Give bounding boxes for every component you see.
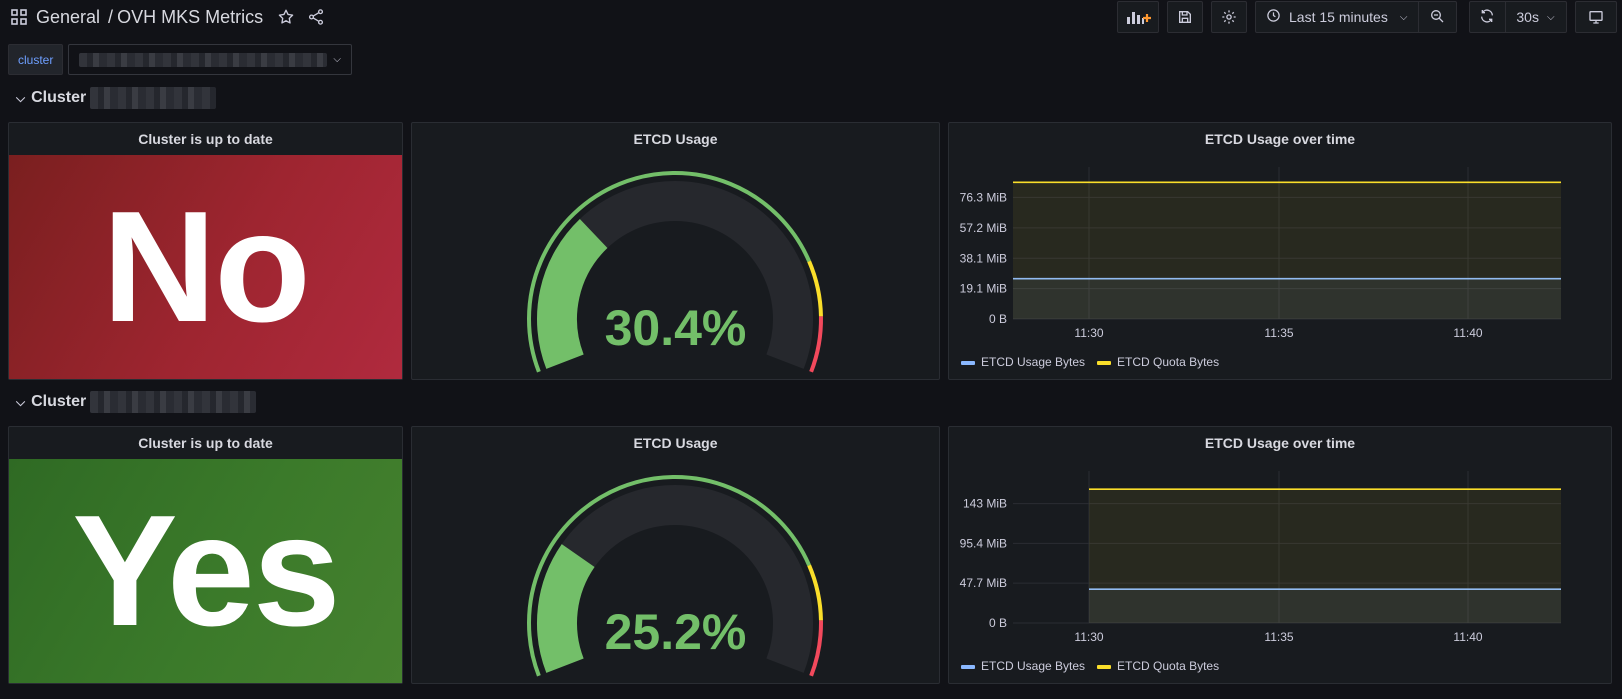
- timeseries-panel[interactable]: ETCD Usage over time 0 B 19.1 MiB 38.1 MiB…: [948, 122, 1612, 380]
- gauge: [527, 475, 823, 677]
- gauge-value: 25.2%: [604, 604, 747, 660]
- gear-icon: [1212, 2, 1246, 32]
- x-tick-label: 11:30: [1074, 630, 1103, 644]
- panel-title: Cluster is up to date: [138, 435, 273, 451]
- legend-item[interactable]: ETCD Usage Bytes: [961, 355, 1085, 369]
- panel-title: ETCD Usage over time: [1204, 435, 1356, 451]
- dashboard-title[interactable]: OVH MKS Metrics: [117, 6, 264, 27]
- share-icon[interactable]: [307, 8, 325, 26]
- breadcrumb-separator: /: [108, 6, 114, 27]
- y-tick-label: 0 B: [989, 312, 1007, 326]
- y-tick-label: 38.1 MiB: [960, 251, 1007, 265]
- legend-label: ETCD Quota Bytes: [1117, 355, 1220, 369]
- stat-value-box: Yes: [9, 459, 402, 683]
- settings-button[interactable]: [1211, 1, 1247, 33]
- timeseries-chart: 0 B 19.1 MiB 38.1 MiB 57.2 MiB 76.3 MiB 11:30…: [960, 167, 1561, 340]
- gauge-panel[interactable]: ETCD Usage 25.2%: [411, 426, 940, 684]
- star-icon[interactable]: [277, 8, 295, 26]
- row-header[interactable]: ⌵ Cluster: [16, 86, 217, 110]
- x-tick-label: 11:40: [1453, 630, 1482, 644]
- threshold-band-yellow: [807, 260, 823, 317]
- tv-mode-icon: [1576, 2, 1616, 32]
- variable-label-cluster: cluster: [8, 44, 64, 75]
- y-tick-label: 47.7 MiB: [960, 576, 1007, 590]
- save-icon: [1168, 2, 1202, 32]
- row-title: Cluster: [31, 393, 87, 410]
- threshold-band-red: [809, 316, 823, 373]
- refresh-interval-dropdown[interactable]: 30s ⌵: [1505, 2, 1566, 32]
- gauge-panel[interactable]: ETCD Usage 30.4%: [411, 122, 940, 380]
- legend-item[interactable]: ETCD Quota Bytes: [1097, 355, 1219, 369]
- zoom-out-icon: [1429, 8, 1445, 27]
- stat-value: Yes: [72, 482, 340, 659]
- chevron-down-icon: ⌵: [1399, 11, 1408, 23]
- zoom-out-button[interactable]: [1418, 2, 1456, 32]
- redacted-cluster-name: [90, 391, 257, 413]
- series-area: [1089, 589, 1561, 623]
- apps-icon[interactable]: [10, 8, 28, 26]
- breadcrumb-folder[interactable]: General: [36, 6, 101, 27]
- series-area: [1013, 278, 1561, 319]
- x-tick-label: 11:35: [1264, 326, 1293, 340]
- gauge-value: 30.4%: [604, 300, 747, 356]
- stat-panel[interactable]: Cluster is up to date No: [8, 122, 403, 380]
- chevron-down-icon: ⌵: [1546, 11, 1555, 23]
- stat-value-box: No: [9, 155, 402, 379]
- legend-label: ETCD Usage Bytes: [981, 659, 1086, 673]
- gauge: [527, 171, 823, 373]
- threshold-band-green: [527, 475, 811, 677]
- legend-item[interactable]: ETCD Usage Bytes: [961, 659, 1085, 673]
- panel-title: ETCD Usage: [633, 435, 718, 451]
- panel-title: Cluster is up to date: [138, 131, 273, 147]
- refresh-button[interactable]: [1470, 2, 1505, 32]
- row-title: Cluster: [31, 89, 87, 106]
- series-area: [1013, 182, 1561, 319]
- chevron-down-icon: ⌵: [333, 54, 341, 65]
- stat-panel[interactable]: Cluster is up to date Yes: [8, 426, 403, 684]
- clock-icon: [1266, 8, 1281, 26]
- stat-value: No: [102, 178, 311, 355]
- chevron-down-icon: ⌵: [16, 90, 26, 105]
- timeseries-panel[interactable]: ETCD Usage over time 0 B 47.7 MiB 95.4 MiB…: [948, 426, 1612, 684]
- y-tick-label: 0 B: [989, 616, 1007, 630]
- series-area: [1089, 489, 1561, 623]
- row-header[interactable]: ⌵ Cluster: [16, 390, 257, 414]
- gauge-value-arc: [537, 544, 595, 673]
- legend: ETCD Usage Bytes ETCD Quota Bytes: [961, 659, 1219, 673]
- x-tick-label: 11:40: [1453, 326, 1482, 340]
- add-panel-icon: [1118, 2, 1160, 32]
- threshold-band-red: [809, 620, 823, 677]
- legend-label: ETCD Usage Bytes: [981, 355, 1086, 369]
- refresh-icon: [1479, 8, 1495, 27]
- redacted-cluster-name: [90, 87, 217, 109]
- refresh-interval-label: 30s: [1516, 9, 1539, 25]
- y-tick-label: 57.2 MiB: [960, 221, 1007, 235]
- add-panel-button[interactable]: [1117, 1, 1159, 33]
- x-tick-label: 11:30: [1074, 326, 1103, 340]
- time-picker: Last 15 minutes ⌵: [1255, 1, 1457, 33]
- redacted-value: [79, 52, 327, 67]
- time-range-button[interactable]: Last 15 minutes ⌵: [1256, 2, 1418, 32]
- y-tick-label: 95.4 MiB: [960, 536, 1007, 550]
- y-tick-label: 143 MiB: [963, 497, 1007, 511]
- timeseries-chart: 0 B 47.7 MiB 95.4 MiB 143 MiB 11:30 11:35 11:4…: [960, 471, 1561, 644]
- threshold-band-green: [527, 171, 811, 373]
- y-tick-label: 76.3 MiB: [960, 190, 1007, 204]
- refresh-picker: 30s ⌵: [1469, 1, 1567, 33]
- panel-title: ETCD Usage: [633, 131, 718, 147]
- chevron-down-icon: ⌵: [16, 394, 26, 409]
- time-range-label: Last 15 minutes: [1289, 9, 1388, 25]
- x-tick-label: 11:35: [1264, 630, 1293, 644]
- threshold-band-yellow: [807, 564, 823, 621]
- gauge-value-arc: [537, 219, 608, 369]
- legend: ETCD Usage Bytes ETCD Quota Bytes: [961, 355, 1219, 369]
- y-tick-label: 19.1 MiB: [960, 282, 1007, 296]
- breadcrumb: General / OVH MKS Metrics: [10, 4, 325, 30]
- panel-title: ETCD Usage over time: [1204, 131, 1356, 147]
- legend-item[interactable]: ETCD Quota Bytes: [1097, 659, 1219, 673]
- save-button[interactable]: [1167, 1, 1203, 33]
- legend-label: ETCD Quota Bytes: [1117, 659, 1220, 673]
- cluster-variable-select[interactable]: ⌵: [68, 44, 352, 75]
- tv-mode-button[interactable]: [1575, 1, 1617, 33]
